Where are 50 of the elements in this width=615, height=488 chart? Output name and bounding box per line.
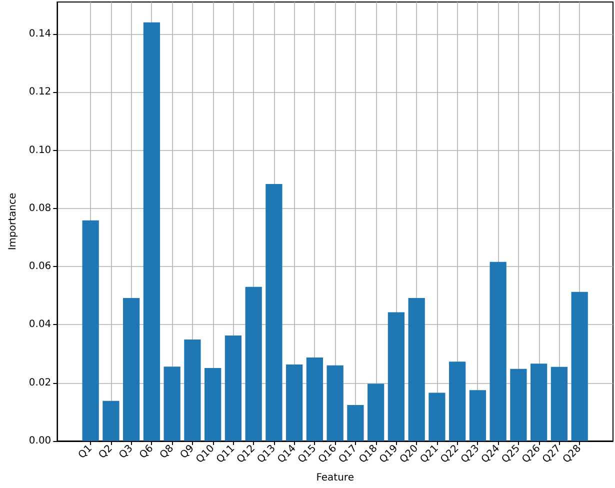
bar — [368, 384, 384, 441]
x-tick-label: Q9 — [178, 443, 196, 461]
bar — [245, 286, 262, 441]
bar — [408, 298, 425, 441]
bar — [224, 335, 242, 441]
x-tick-label: Q23 — [459, 443, 482, 466]
bar — [306, 358, 324, 441]
bar — [490, 262, 506, 441]
x-tick-label: Q8 — [158, 443, 176, 461]
x-tick-label: Q12 — [235, 443, 258, 466]
x-tick-label: Q2 — [97, 443, 115, 461]
x-tick-label: Q20 — [398, 443, 420, 466]
bar — [469, 390, 486, 441]
bar — [326, 365, 344, 441]
bar — [102, 400, 120, 441]
x-tick-label: Q1 — [76, 443, 94, 461]
bar — [510, 368, 527, 441]
bar — [204, 368, 222, 441]
y-tick-label: 0.10 — [28, 144, 52, 156]
bar — [123, 298, 140, 441]
y-tick-label: 0.04 — [28, 319, 52, 330]
bar — [530, 364, 548, 441]
y-tick-label: 0.08 — [28, 202, 52, 214]
x-tick-label: Q10 — [194, 443, 217, 466]
bar — [347, 404, 364, 441]
y-tick-label: 0.06 — [28, 261, 52, 272]
x-tick-label: Q6 — [138, 443, 156, 461]
bar — [388, 312, 405, 441]
y-tick-label: 0.02 — [28, 377, 52, 388]
bar — [428, 392, 446, 441]
bar — [449, 362, 466, 441]
y-axis-title: Importance — [8, 192, 18, 250]
x-tick-label: Q11 — [214, 443, 238, 466]
y-tick-label: 0.14 — [28, 28, 52, 40]
x-tick-label: Q13 — [256, 443, 278, 466]
x-tick-label: Q3 — [117, 443, 136, 461]
x-tick-label: Q22 — [438, 443, 462, 466]
y-tick-label: 0.00 — [28, 436, 52, 446]
bar — [266, 184, 282, 441]
bar — [286, 364, 303, 441]
y-tick-label: 0.12 — [28, 86, 52, 98]
x-axis-title: Feature — [316, 472, 354, 484]
bar — [82, 220, 99, 441]
bar — [550, 366, 568, 441]
bar — [164, 366, 180, 441]
x-tick-label: Q19 — [378, 443, 400, 466]
bar — [571, 292, 588, 441]
x-tick-label: Q21 — [418, 443, 441, 466]
bar — [143, 22, 160, 441]
bar — [184, 340, 201, 441]
